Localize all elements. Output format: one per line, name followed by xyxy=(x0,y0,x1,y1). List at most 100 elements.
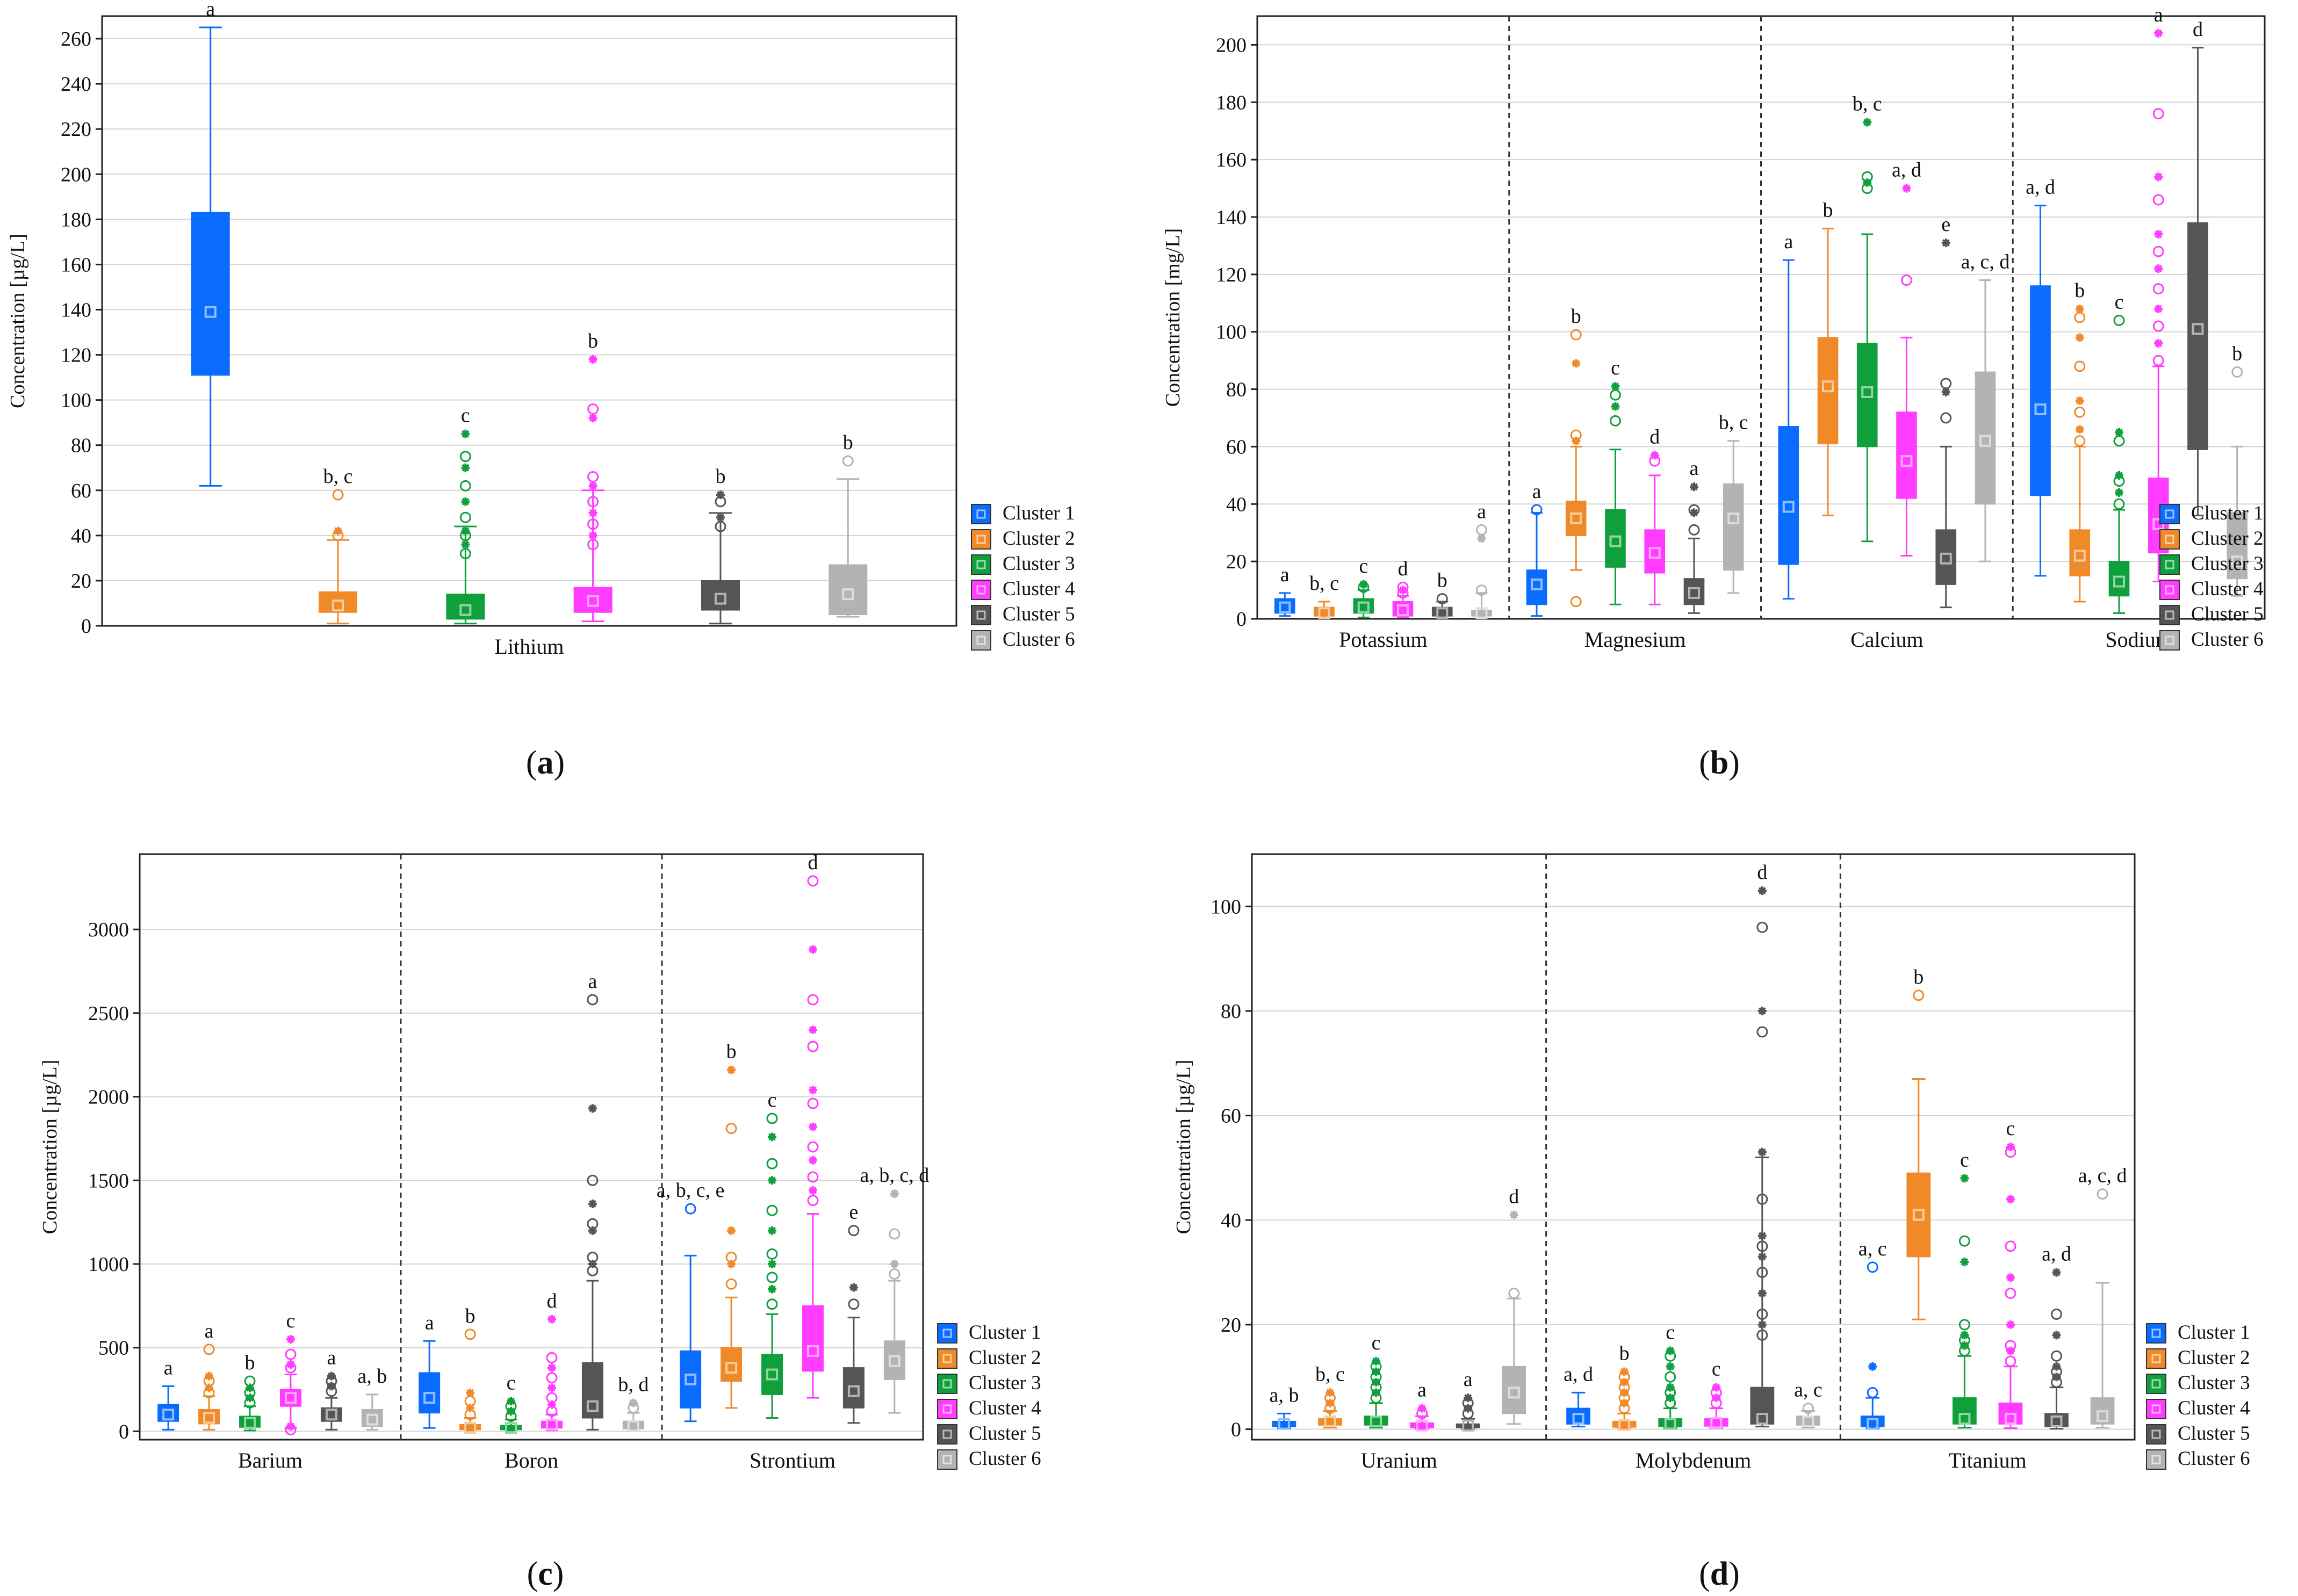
extreme-point xyxy=(466,1388,475,1397)
extreme-point xyxy=(808,1086,817,1095)
extreme-point xyxy=(461,497,470,506)
extreme-point xyxy=(2052,1268,2061,1277)
legend-swatch xyxy=(2146,1374,2166,1394)
significance-label: d xyxy=(1397,558,1408,580)
iqr-box xyxy=(1456,1423,1480,1428)
extreme-point xyxy=(2052,1362,2061,1371)
iqr-box xyxy=(842,1367,865,1409)
iqr-box xyxy=(1906,1172,1931,1258)
significance-label: b xyxy=(1913,966,1924,988)
significance-label: b xyxy=(726,1041,737,1063)
significance-label: a, b, c, e xyxy=(657,1179,725,1202)
outlier-point xyxy=(2074,406,2086,418)
median-marker xyxy=(1570,512,1582,524)
median-marker xyxy=(1370,1415,1382,1427)
extreme-point xyxy=(461,463,470,472)
iqr-box xyxy=(721,1347,743,1382)
median-marker xyxy=(685,1373,697,1385)
median-marker xyxy=(203,1412,215,1424)
legend-swatch-marker xyxy=(2151,1328,2161,1338)
median-marker xyxy=(1396,604,1409,616)
box-magnesium-cluster-4: d xyxy=(1644,425,1666,605)
extreme-point xyxy=(890,1260,899,1268)
extreme-point xyxy=(588,1260,597,1268)
significance-label: a, c, d xyxy=(2078,1165,2127,1187)
box-potassium-cluster-1: a xyxy=(1274,564,1295,617)
outlier-point xyxy=(2005,1340,2016,1352)
iqr-box xyxy=(2108,561,2130,597)
box-titanium-cluster-3: c xyxy=(1952,1149,1977,1429)
significance-label: b, c xyxy=(1719,411,1748,434)
outlier-point xyxy=(1665,1371,1676,1383)
median-marker xyxy=(587,595,599,607)
outlier-point xyxy=(766,1113,778,1124)
extreme-point xyxy=(1757,1231,1767,1240)
extreme-point xyxy=(1757,1147,1767,1157)
box-strontium-cluster-1: a, b, c, e xyxy=(657,1179,725,1422)
box-boron-cluster-2: b xyxy=(459,1305,481,1434)
extreme-point xyxy=(2075,304,2084,313)
legend-swatch-marker xyxy=(976,635,986,645)
median-marker xyxy=(2050,1415,2063,1427)
legend-swatch-marker xyxy=(942,1379,952,1389)
median-marker xyxy=(1357,601,1370,613)
box-boron-cluster-3: c xyxy=(500,1371,522,1434)
box-molybdenum-cluster-4: c xyxy=(1704,1358,1728,1429)
box-magnesium-cluster-2: b xyxy=(1565,305,1587,608)
significance-label: a, c, d xyxy=(1961,251,2010,273)
extreme-point xyxy=(1757,1252,1767,1261)
iqr-box xyxy=(1704,1418,1728,1427)
extreme-point xyxy=(461,540,470,549)
iqr-box xyxy=(1856,343,1878,447)
y-tick-label: 80 xyxy=(71,435,91,457)
legend-swatch xyxy=(2159,630,2180,651)
extreme-point xyxy=(2052,1331,2061,1340)
outlier-point xyxy=(459,451,471,463)
median-marker xyxy=(714,593,726,605)
category-label: Titanium xyxy=(1949,1448,2027,1472)
iqr-box xyxy=(1392,601,1414,617)
extreme-point xyxy=(2006,1320,2015,1329)
y-tick-label: 140 xyxy=(1216,206,1247,229)
box-potassium-cluster-5: b xyxy=(1431,569,1453,619)
box-sodium-cluster-2: b xyxy=(2069,279,2091,603)
significance-label: c xyxy=(1611,357,1620,379)
outlier-point xyxy=(2113,498,2125,510)
box-barium-cluster-5: a xyxy=(320,1347,342,1431)
iqr-box xyxy=(1526,569,1547,605)
extreme-point xyxy=(1960,1258,1969,1267)
median-marker xyxy=(725,1362,738,1374)
extreme-point xyxy=(1666,1362,1675,1371)
box-strontium-cluster-3: c xyxy=(761,1089,783,1419)
legend-label: Cluster 6 xyxy=(969,1448,1041,1470)
extreme-point xyxy=(1326,1388,1335,1397)
y-tick-label: 60 xyxy=(1226,436,1247,458)
outlier-point xyxy=(807,1195,819,1207)
extreme-point xyxy=(716,490,725,500)
y-tick-label: 80 xyxy=(1226,379,1247,401)
outlier-point xyxy=(2074,312,2086,323)
y-tick-label: 40 xyxy=(1226,493,1247,516)
box-potassium-cluster-6: a xyxy=(1471,500,1492,619)
y-tick-label: 20 xyxy=(1221,1314,1241,1337)
legend-label: Cluster 5 xyxy=(2191,603,2264,625)
legend-label: Cluster 5 xyxy=(1003,603,1075,625)
extreme-point xyxy=(808,1156,817,1165)
legend-label: Cluster 3 xyxy=(2178,1372,2250,1394)
y-axis-label: Concentration [µg/L] xyxy=(39,1060,61,1234)
y-tick-label: 200 xyxy=(61,163,91,186)
significance-label: c xyxy=(507,1371,516,1394)
box-titanium-cluster-2: b xyxy=(1906,966,1931,1320)
extreme-point xyxy=(2154,339,2163,348)
plot-frame xyxy=(139,853,924,1441)
legend-swatch xyxy=(2146,1399,2166,1419)
extreme-point xyxy=(588,481,597,490)
median-marker xyxy=(423,1392,436,1404)
extreme-point xyxy=(286,1422,295,1431)
extreme-point xyxy=(1941,387,1950,396)
iqr-box xyxy=(1272,1420,1296,1427)
y-tick-label: 500 xyxy=(98,1337,129,1360)
extreme-point xyxy=(461,429,470,438)
significance-label: c xyxy=(1666,1321,1675,1344)
